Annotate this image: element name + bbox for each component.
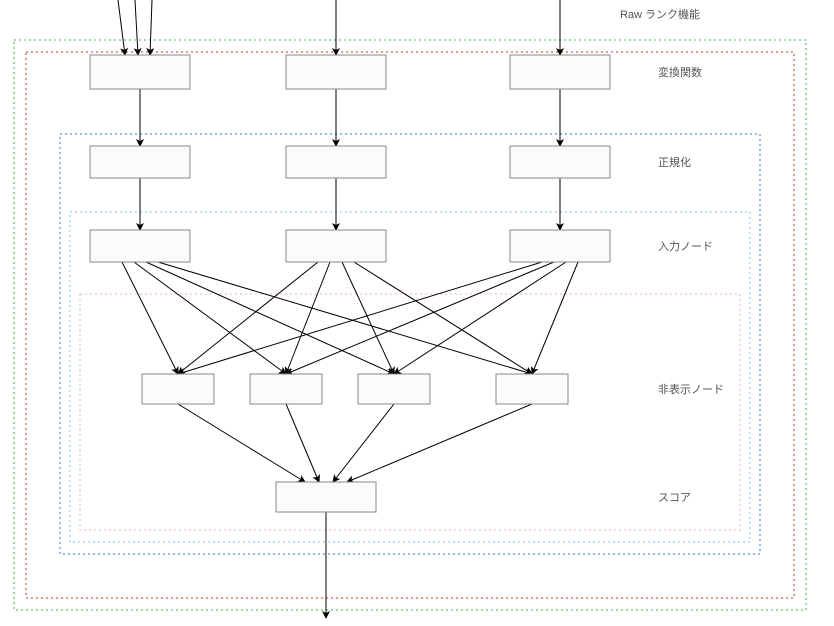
diagram-canvas: Raw ランク機能変換関数正規化入力ノード非表示ノードスコア xyxy=(0,0,834,626)
label-input: 入力ノード xyxy=(658,240,713,253)
normalize-node-2 xyxy=(510,146,610,178)
input-node-1 xyxy=(286,230,386,262)
edge-fc-0-2 xyxy=(146,262,394,374)
edge-fc-2-0 xyxy=(178,262,542,374)
normalize-node-0 xyxy=(90,146,190,178)
edge-fc-1-2 xyxy=(342,262,394,374)
transform-node-2 xyxy=(510,55,610,89)
frame-outer-1 xyxy=(14,40,806,610)
transform-node-1 xyxy=(286,55,386,89)
edge-hs-1 xyxy=(286,404,319,482)
input-node-0 xyxy=(90,230,190,262)
label-raw: Raw ランク機能 xyxy=(620,7,700,21)
hidden-node-1 xyxy=(250,374,322,404)
edge-hs-3 xyxy=(347,404,532,482)
label-transform: 変換関数 xyxy=(658,65,702,79)
normalize-node-1 xyxy=(286,146,386,178)
input-node-2 xyxy=(510,230,610,262)
edge-hs-2 xyxy=(333,404,394,482)
edge-hs-0 xyxy=(178,404,305,482)
edge-top-0 xyxy=(118,0,125,55)
edge-fc-0-3 xyxy=(158,262,532,374)
hidden-node-2 xyxy=(358,374,430,404)
transform-node-0 xyxy=(90,55,190,89)
frame-inner-2 xyxy=(80,294,740,530)
edge-fc-2-3 xyxy=(532,262,578,374)
edge-fc-0-0 xyxy=(122,262,178,374)
frame-mid xyxy=(60,134,760,554)
score-node-0 xyxy=(276,482,376,512)
label-hidden: 非表示ノード xyxy=(658,382,724,396)
label-score: スコア xyxy=(658,492,691,504)
edge-fc-0-1 xyxy=(134,262,286,374)
edge-fc-1-3 xyxy=(354,262,532,374)
hidden-node-3 xyxy=(496,374,568,404)
hidden-node-0 xyxy=(142,374,214,404)
edge-top-2 xyxy=(150,0,152,55)
edge-fc-1-1 xyxy=(286,262,330,374)
edge-fc-1-0 xyxy=(178,262,318,374)
edge-top-1 xyxy=(135,0,138,55)
label-normalize: 正規化 xyxy=(658,155,691,169)
